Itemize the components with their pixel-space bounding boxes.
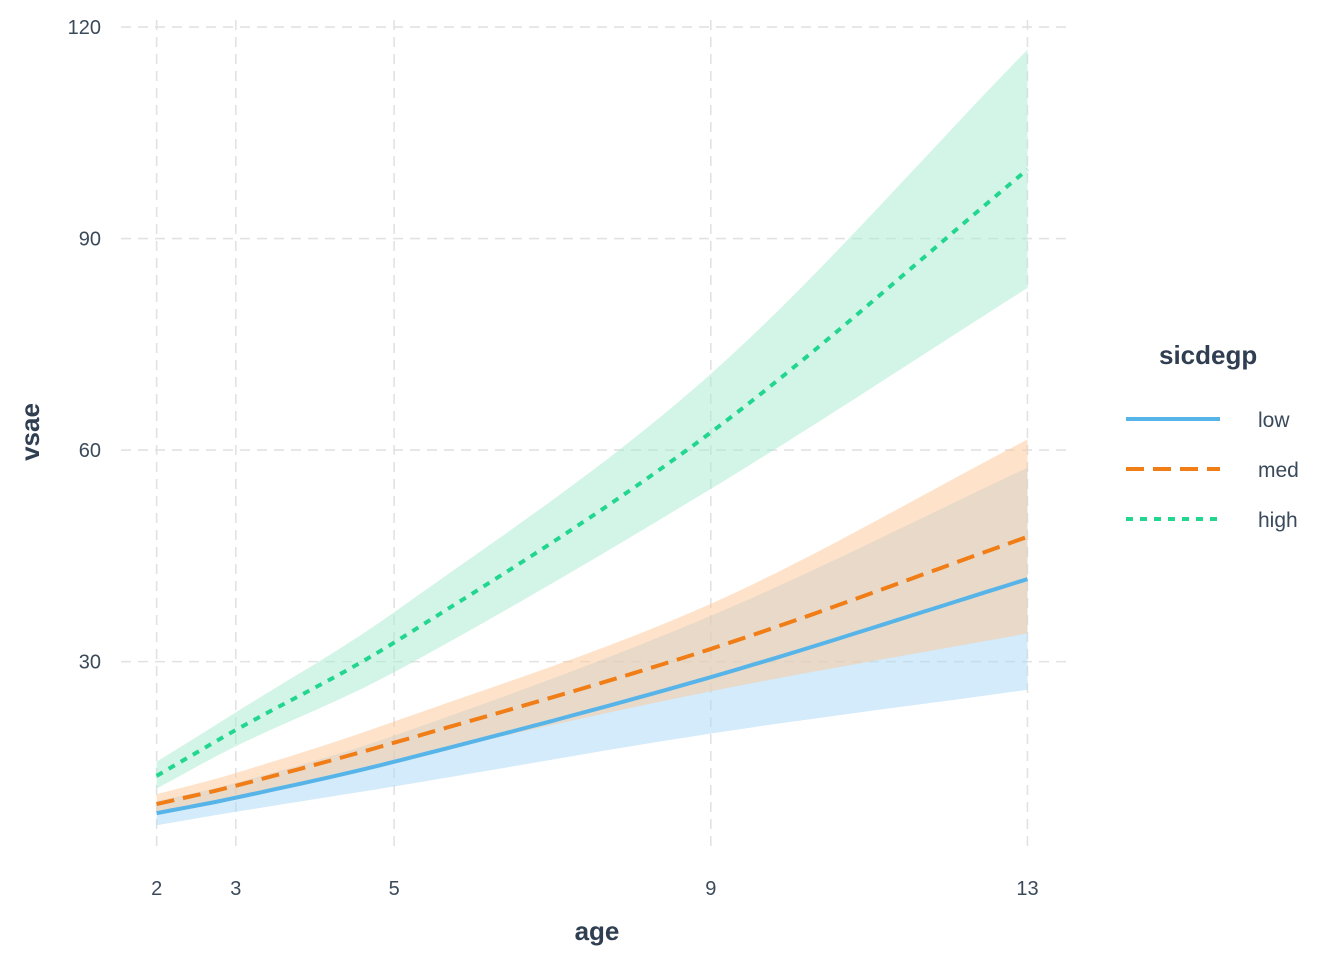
y-tick-label: 60 — [79, 440, 101, 462]
series-lines — [155, 167, 1029, 816]
band-med — [156, 439, 1028, 814]
x-tick-label: 5 — [389, 878, 400, 900]
y-axis-ticks: 30 60 90 120 — [68, 17, 101, 674]
y-tick-label: 30 — [79, 652, 101, 674]
x-axis-title: age — [575, 916, 620, 946]
legend-items: low med high — [1126, 409, 1299, 532]
legend-item-med: med — [1126, 459, 1299, 482]
x-tick-label: 13 — [1016, 878, 1038, 900]
legend-label-med: med — [1258, 459, 1299, 482]
y-tick-label: 120 — [68, 17, 101, 39]
x-tick-label: 3 — [230, 878, 241, 900]
x-axis-ticks: 2 3 5 9 13 — [151, 878, 1039, 900]
band-high — [156, 49, 1028, 789]
y-tick-label: 90 — [79, 229, 101, 251]
legend-title: sicdegp — [1159, 340, 1257, 370]
confidence-bands — [156, 49, 1028, 826]
legend-label-high: high — [1258, 509, 1298, 532]
legend-label-low: low — [1258, 409, 1290, 432]
x-tick-label: 9 — [705, 878, 716, 900]
line-high — [155, 167, 1029, 778]
line-med — [156, 534, 1029, 807]
y-axis-title: vsae — [15, 403, 45, 461]
line-low — [156, 577, 1029, 816]
x-tick-label: 2 — [151, 878, 162, 900]
legend-item-low: low — [1126, 409, 1290, 432]
legend: sicdegp low med high — [1126, 340, 1299, 532]
legend-item-high: high — [1126, 509, 1298, 532]
